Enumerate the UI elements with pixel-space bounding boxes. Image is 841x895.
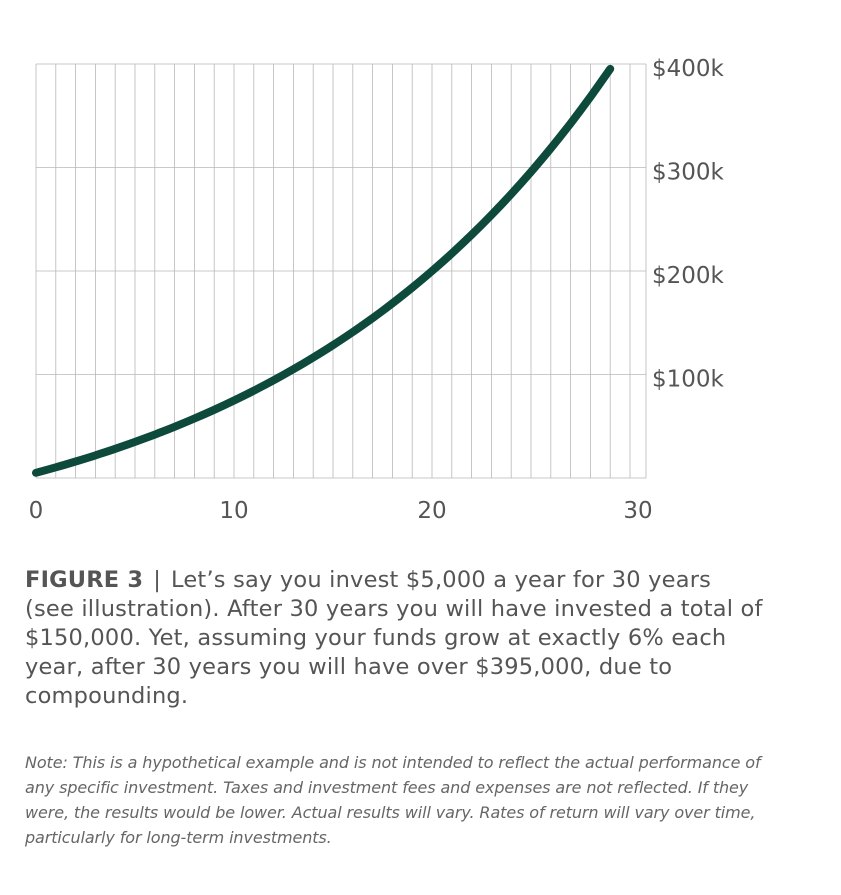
x-tick-labels: 0 10 20 30 [29,498,653,524]
growth-chart: 0 10 20 30 $100k $200k $300k $400k [29,56,725,524]
y-tick-labels: $100k $200k $300k $400k [652,56,725,393]
figure-label: FIGURE 3 [25,567,144,593]
y-tick-label: $400k [652,56,725,82]
y-tick-label: $200k [652,263,725,289]
horizontal-gridlines [36,63,646,479]
y-tick-label: $100k [652,367,725,393]
x-tick-label: 10 [219,498,248,524]
figure-caption: FIGURE 3 | Let’s say you invest $5,000 a y… [25,566,765,711]
x-tick-label: 20 [417,498,446,524]
disclaimer-note: Note: This is a hypothetical example and… [25,753,761,847]
caption-text: Let’s say you invest $5,000 a year for 3… [25,567,763,709]
y-tick-label: $300k [652,160,725,186]
series-layer [32,64,615,477]
caption-separator: | [153,567,162,593]
x-tick-label: 30 [623,498,652,524]
x-tick-label: 0 [29,498,44,524]
series-line [32,64,615,477]
